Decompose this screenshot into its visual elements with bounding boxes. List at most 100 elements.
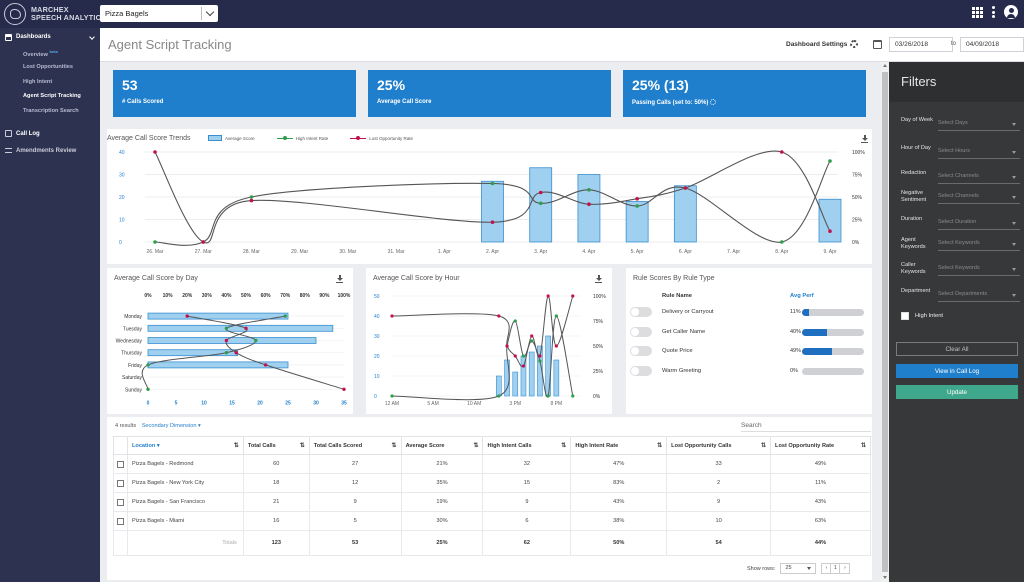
x-tick-label: 3 PM (509, 401, 521, 407)
rule-toggle[interactable] (630, 307, 652, 317)
x2-tick-label: 30% (202, 293, 213, 299)
column-header[interactable]: Location ▾ ⇅ (126, 436, 244, 455)
point-lost-opportunity (530, 334, 534, 338)
sort-icon[interactable]: ⇅ (299, 443, 305, 449)
rule-scores-title: Rule Scores By Rule Type (633, 275, 715, 282)
download-icon[interactable] (861, 135, 868, 143)
table-cell: 9 (482, 492, 572, 512)
sort-icon[interactable]: ⇅ (761, 443, 767, 449)
sort-icon[interactable]: ⇅ (860, 443, 866, 449)
show-rows-select[interactable]: 25 (780, 563, 817, 574)
column-header[interactable]: Average Score ⇅ (400, 436, 484, 455)
point-high-intent (249, 195, 254, 199)
row-checkbox[interactable] (116, 517, 124, 525)
x-tick-label: 5 (175, 400, 178, 406)
sidebar-item-lost-opportunities[interactable]: Lost Opportunities (23, 63, 74, 70)
table-search-input[interactable]: Search (741, 422, 871, 432)
bar-average-score (147, 312, 289, 320)
calendar-icon[interactable] (873, 40, 882, 49)
filter-select[interactable]: Select Channels (938, 192, 1020, 204)
filter-select[interactable]: Select Channels (938, 172, 1020, 184)
legend-lost-opportunity[interactable]: Lost Opportunity Rate (369, 135, 413, 141)
view-in-call-log-button[interactable]: View in Call Log (896, 364, 1018, 378)
more-menu-icon[interactable] (992, 6, 995, 18)
date-from-input[interactable]: 03/26/2018 (889, 37, 953, 52)
account-select[interactable]: Pizza Bagels (100, 5, 218, 22)
column-header[interactable]: Lost Opportunity Rate ⇅ (770, 436, 871, 455)
column-header[interactable]: High Intent Rate ⇅ (570, 436, 668, 455)
sidebar-item-high-intent[interactable]: High Intent (23, 78, 53, 85)
clear-all-button[interactable]: Clear All (896, 342, 1018, 356)
high-intent-checkbox-row[interactable]: High Intent (901, 312, 943, 320)
legend-average-score[interactable]: Average Score (225, 135, 255, 141)
column-header[interactable]: High Intent Calls ⇅ (482, 436, 572, 455)
category-label: Tuesday (123, 326, 142, 332)
sidebar-section-dashboards[interactable]: Dashboards (0, 29, 100, 45)
y-tick-label: 0 (119, 240, 122, 246)
filter-select[interactable]: Select Keywords (938, 239, 1020, 251)
sidebar-section-label: Amendments Review (16, 147, 77, 154)
brand-logo[interactable]: MARCHEX SPEECH ANALYTICS (4, 2, 106, 26)
table-cell: 5 (308, 511, 402, 531)
prev-page-button[interactable]: ‹ (822, 564, 832, 573)
point-high-intent (587, 188, 591, 192)
filter-select[interactable]: Select Keywords (938, 264, 1020, 276)
next-page-button[interactable]: › (844, 565, 846, 571)
row-checkbox[interactable] (116, 498, 124, 506)
column-header[interactable]: Total Calls Scored ⇅ (308, 436, 402, 455)
filter-select[interactable]: Select Duration (938, 218, 1020, 230)
point-high-intent (538, 359, 542, 363)
rule-toggle[interactable] (630, 346, 652, 356)
filter-select[interactable]: Select Departments (938, 290, 1020, 302)
row-checkbox[interactable] (116, 479, 124, 487)
x-tick-label: 27. Mar (195, 249, 212, 255)
y2-tick-label: 25% (852, 218, 863, 224)
update-button[interactable]: Update (896, 385, 1018, 399)
filter-select[interactable]: Select Days (938, 119, 1020, 131)
table-cell: 15 (482, 473, 572, 493)
table-row[interactable]: Pizza Bagels - Redmond 60 27 21% 32 47% 33 49% (113, 454, 871, 474)
gear-icon[interactable] (710, 99, 717, 105)
table-row[interactable]: Pizza Bagels - Miami 16 5 30% 6 38% 10 63% (113, 511, 871, 531)
beta-badge: beta (49, 49, 58, 54)
main-scrollbar[interactable] (881, 62, 889, 582)
table-row[interactable]: Pizza Bagels - San Francisco 21 9 19% 9 43% 9 4… (113, 492, 871, 512)
sidebar-section-call-log[interactable]: Call Log (0, 126, 100, 142)
column-header[interactable]: Total Calls ⇅ (242, 436, 310, 455)
rule-toggle[interactable] (630, 326, 652, 337)
sidebar-section-amendments[interactable]: Amendments Review (0, 143, 100, 159)
x-tick-label: 12 AM (385, 401, 399, 407)
rule-toggle[interactable] (630, 365, 652, 376)
dashboard-settings-button[interactable]: Dashboard Settings (786, 40, 859, 48)
column-header[interactable]: Lost Opportunity Calls ⇅ (666, 436, 772, 455)
table-row[interactable]: Pizza Bagels - New York City 18 12 35% 15 83%… (113, 473, 871, 493)
secondary-dimension-dropdown[interactable]: Secondary Dimension ▾ (141, 423, 201, 429)
filter-label: Redaction (901, 170, 927, 176)
point-high-intent (828, 159, 832, 163)
totals-cell: 53 (308, 530, 402, 556)
sort-icon[interactable]: ⇅ (561, 443, 567, 449)
filters-panel: Filters Day of Week Select Days Hour of Da… (889, 62, 1024, 582)
row-checkbox[interactable] (116, 460, 124, 468)
y-tick-label: 20 (374, 354, 380, 360)
user-account-icon[interactable] (1004, 5, 1018, 19)
legend-high-intent[interactable]: High Intent Rate (295, 135, 329, 141)
sort-icon[interactable]: ⇅ (233, 443, 239, 449)
download-icon[interactable] (595, 275, 602, 283)
sidebar-item-overview[interactable]: Overview beta (23, 49, 58, 58)
totals-cell: 44% (770, 530, 871, 556)
sidebar-item-agent-script-tracking[interactable]: Agent Script Tracking (23, 93, 81, 100)
sort-icon[interactable]: ⇅ (473, 443, 479, 449)
sort-icon[interactable]: ⇅ (657, 443, 663, 449)
x-tick-label: 0 (147, 400, 150, 406)
filter-select[interactable]: Select Hours (938, 147, 1020, 159)
table-cell: 2 (666, 473, 772, 493)
high-intent-checkbox[interactable] (901, 312, 909, 320)
date-to-input[interactable]: 04/09/2018 (960, 37, 1024, 52)
page-number[interactable]: 1 (831, 564, 841, 573)
rule-perf-bar (802, 309, 864, 316)
sort-icon[interactable]: ⇅ (391, 443, 397, 449)
apps-grid-icon[interactable] (972, 6, 983, 18)
sidebar-item-transcription-search[interactable]: Transcription Search (23, 108, 79, 115)
download-icon[interactable] (336, 275, 343, 283)
